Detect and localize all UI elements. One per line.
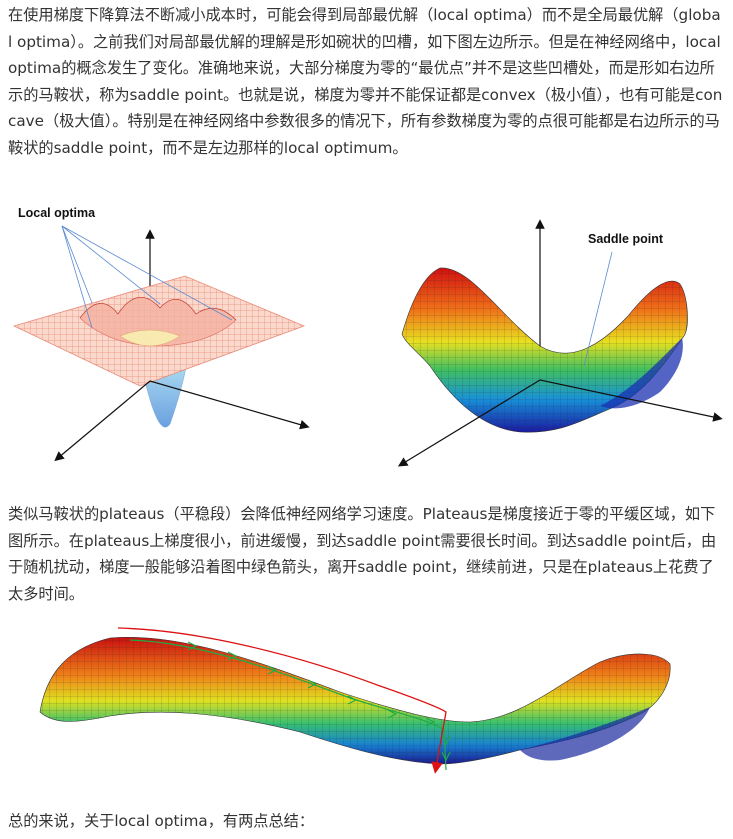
local-optima-mesh: Local optima [12,206,310,462]
red-arrow-path [117,627,447,774]
saddle-point-label: Saddle point [588,232,664,246]
paragraph-summary-intro: 总的来说，关于local optima，有两点总结： [8,812,315,830]
figure-top-svg: Local optima Saddle point [12,206,723,467]
paragraph-local-optima: 在使用梯度下降算法不断减小成本时，可能会得到局部最优解（local optima… [8,6,723,157]
green-arrow-path [129,639,451,771]
saddle-surface: Saddle point [397,219,723,467]
local-optima-label: Local optima [18,206,96,220]
figure-plateau [0,612,733,792]
figure-bottom-svg [39,627,671,774]
paragraph-plateaus: 类似马鞍状的plateaus（平稳段）会降低神经网络学习速度。Plateaus是… [8,505,717,603]
figure-local-optima-vs-saddle: Local optima Saddle point [0,196,733,476]
